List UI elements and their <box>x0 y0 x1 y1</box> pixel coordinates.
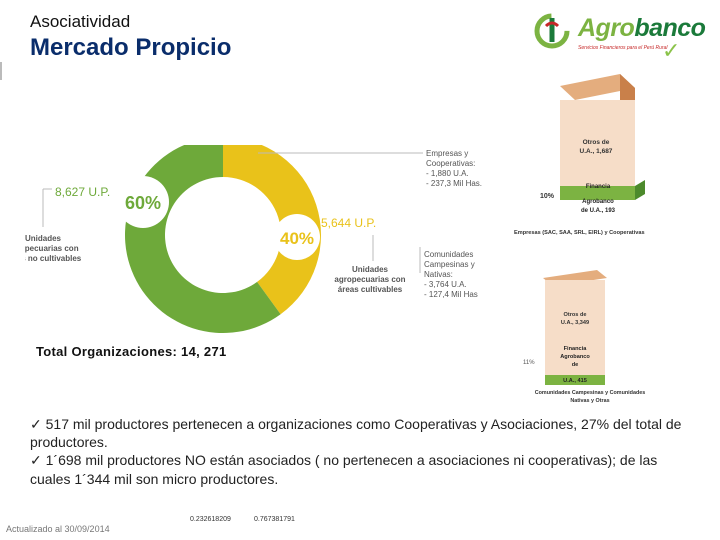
donut-segment-cultivable <box>223 145 321 315</box>
svg-text:Financia: Financia <box>586 184 611 190</box>
slide-title: Mercado Propicio <box>30 34 232 61</box>
svg-text:Unidades: Unidades <box>352 265 389 274</box>
svg-text:U.A., 415: U.A., 415 <box>563 378 587 384</box>
slide-topic: Asociatividad <box>30 12 131 31</box>
share-value-b: 0.767381791 <box>254 516 295 523</box>
left-label: Unidades agropecuarias con áreas no cult… <box>25 234 82 263</box>
svg-text:Financia: Financia <box>564 346 588 352</box>
total-organizations: Total Organizaciones: 14, 271 <box>36 344 227 359</box>
box2-pct: 11% <box>523 360 535 366</box>
svg-text:Campesinas y: Campesinas y <box>424 260 475 269</box>
bullet-item: ✓ 1´698 mil productores NO están asociad… <box>30 452 658 487</box>
svg-text:Nativas y Otras: Nativas y Otras <box>570 398 609 404</box>
svg-text:agropecuarias con: agropecuarias con <box>25 244 79 253</box>
svg-text:Empresas y: Empresas y <box>426 149 468 158</box>
svg-text:Cooperativas:: Cooperativas: <box>426 159 475 168</box>
comunidades-label: Comunidades Campesinas y Nativas: - 3,76… <box>424 250 478 299</box>
box2-bottom-label: Financia Agrobanco de U.A., 415 <box>560 346 590 384</box>
agrobanco-emblem-icon <box>534 13 570 49</box>
logo-wordmark: Agrobanco <box>578 14 706 42</box>
svg-text:de: de <box>572 362 579 368</box>
updated-note: Actualizado al 30/09/2014 <box>6 524 110 534</box>
box2-top-label: Otros de U.A., 3,349 <box>561 312 589 326</box>
right-pct: 40% <box>280 229 314 248</box>
box1-top-face <box>560 74 635 100</box>
box2-financed-band <box>545 375 605 385</box>
svg-text:áreas cultivables: áreas cultivables <box>338 285 403 294</box>
svg-text:Comunidades: Comunidades <box>424 250 473 259</box>
svg-text:de U.A., 193: de U.A., 193 <box>581 208 616 214</box>
svg-text:U.A., 1,687: U.A., 1,687 <box>580 148 613 155</box>
empresas-label: Empresas y Cooperativas: - 1,880 U.A. - … <box>426 149 482 188</box>
svg-text:Otros de: Otros de <box>583 139 610 146</box>
logo-tagline: Servicios Financieros para el Perú Rural <box>578 45 668 51</box>
svg-text:- 237,3 Mil Has.: - 237,3 Mil Has. <box>426 179 482 188</box>
left-pct-bubble <box>117 176 169 228</box>
left-pct: 60% <box>125 193 161 213</box>
svg-text:Nativas:: Nativas: <box>424 270 453 279</box>
empresas-box-chart: Otros de U.A., 1,687 Financia Agrobanco … <box>510 68 665 243</box>
share-value-a: 0.232618209 <box>190 516 231 523</box>
svg-text:- 1,880 U.A.: - 1,880 U.A. <box>426 169 469 178</box>
right-label: Unidades agropecuarias con áreas cultiva… <box>334 265 405 294</box>
box2-front-face <box>545 280 605 375</box>
svg-text:Otros de: Otros de <box>563 312 586 318</box>
box1-caption: Empresas (SAC, SAA, SRL, EIRL) y Coopera… <box>514 230 645 236</box>
comunidades-box-chart: Otros de U.A., 3,349 Financia Agrobanco … <box>485 240 695 408</box>
svg-text:áreas no cultivables: áreas no cultivables <box>25 254 82 263</box>
svg-text:Agrobanco: Agrobanco <box>582 199 614 205</box>
right-pct-bubble <box>274 214 320 260</box>
logo-check-icon: ✓ <box>662 38 681 63</box>
box1-financed-band <box>560 186 635 200</box>
left-value: 8,627 U.P. <box>55 185 110 199</box>
svg-text:Agrobanco: Agrobanco <box>560 354 590 360</box>
box1-pct: 10% <box>540 193 555 200</box>
box1-front-face <box>560 100 635 186</box>
key-findings: ✓ 517 mil productores pertenecen a organ… <box>30 415 690 488</box>
box2-caption: Comunidades Campesinas y Comunidades Nat… <box>535 390 646 404</box>
svg-text:agropecuarias con: agropecuarias con <box>334 275 405 284</box>
box1-top-label: Otros de U.A., 1,687 <box>580 139 613 155</box>
svg-text:Unidades: Unidades <box>25 234 62 243</box>
bullet-item: ✓ 517 mil productores pertenecen a organ… <box>30 416 682 451</box>
svg-text:- 3,764 U.A.: - 3,764 U.A. <box>424 280 467 289</box>
donut-chart: 60% 8,627 U.P. Unidades agropecuarias co… <box>25 145 482 333</box>
svg-text:- 127,4 Mil Has: - 127,4 Mil Has <box>424 290 478 299</box>
svg-text:U.A., 3,349: U.A., 3,349 <box>561 320 589 326</box>
box1-bottom-label: Financia Agrobanco de U.A., 193 <box>581 184 616 214</box>
header-divider <box>0 62 2 80</box>
right-value: 5,644 U.P. <box>321 216 376 230</box>
svg-text:Comunidades Campesinas y Comun: Comunidades Campesinas y Comunidades <box>535 390 646 396</box>
